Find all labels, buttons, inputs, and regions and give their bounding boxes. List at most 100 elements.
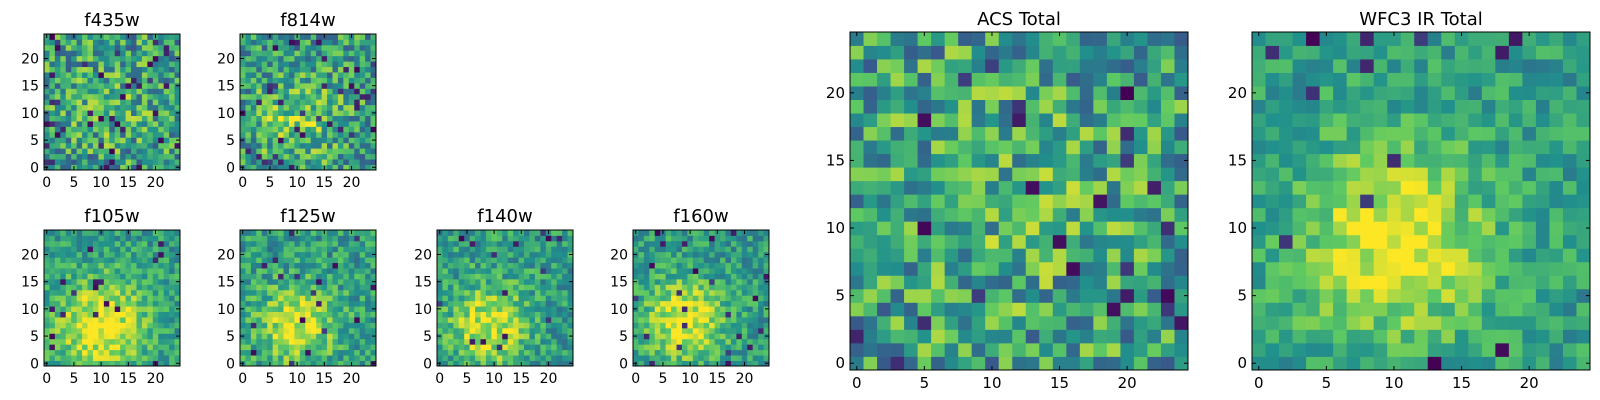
heatmap-cell: [958, 194, 973, 209]
heatmap-cell: [250, 104, 257, 111]
heatmap-cell: [332, 104, 339, 111]
heatmap-cell: [1481, 248, 1496, 263]
heatmap-cell: [1052, 288, 1067, 303]
heatmap-cell: [278, 137, 284, 144]
heatmap-cell: [359, 300, 366, 307]
heatmap-cell: [714, 235, 721, 242]
heatmap-cell: [1508, 180, 1523, 195]
heatmap-cell: [310, 230, 317, 236]
heatmap-cell: [741, 355, 748, 361]
heatmap-cell: [567, 289, 574, 296]
heatmap-cell: [475, 273, 481, 280]
heatmap-cell: [337, 246, 344, 253]
heatmap-cell: [141, 55, 148, 62]
heatmap-cell: [125, 148, 132, 155]
heatmap-cell: [82, 77, 88, 84]
heatmap-cell: [1360, 261, 1375, 276]
heatmap-cell: [529, 278, 536, 285]
x-tick-label: 0: [42, 371, 51, 387]
heatmap-cell: [332, 131, 339, 138]
heatmap-cell: [475, 289, 481, 296]
heatmap-cell: [638, 355, 645, 361]
heatmap-cell: [687, 273, 694, 280]
heatmap-cell: [98, 77, 105, 84]
heatmap-cell: [321, 295, 328, 302]
heatmap-cell: [671, 251, 677, 258]
heatmap-cell: [1039, 126, 1054, 141]
heatmap-cell: [534, 246, 541, 253]
heatmap-cell: [660, 317, 667, 323]
heatmap-cell: [1079, 99, 1094, 114]
heatmap-cell: [534, 273, 541, 280]
heatmap-cell: [267, 72, 274, 78]
heatmap-cell: [665, 360, 672, 367]
heatmap-cell: [692, 262, 699, 269]
y-tick-label: 5: [835, 287, 845, 305]
heatmap-cell: [332, 273, 339, 280]
heatmap-cell: [687, 246, 694, 253]
heatmap-cell: [327, 251, 333, 258]
heatmap-cell: [370, 153, 377, 160]
heatmap-cell: [1360, 315, 1375, 330]
heatmap-cell: [109, 278, 116, 285]
heatmap-cell: [316, 360, 322, 367]
heatmap-cell: [643, 262, 650, 269]
heatmap-cell: [496, 300, 503, 307]
heatmap-cell: [136, 39, 143, 46]
heatmap-cell: [1160, 315, 1175, 330]
heatmap-cell: [316, 322, 322, 329]
heatmap-cell: [556, 306, 563, 312]
heatmap-cell: [534, 317, 541, 323]
heatmap-cell: [65, 164, 72, 171]
heatmap-cell: [365, 142, 371, 149]
heatmap-cell: [1174, 32, 1189, 46]
heatmap-cell: [120, 131, 126, 138]
heatmap-cell: [49, 126, 56, 133]
heatmap-cell: [736, 317, 743, 323]
heatmap-cell: [321, 50, 328, 57]
heatmap-cell: [649, 333, 656, 340]
heatmap-cell: [71, 306, 78, 312]
heatmap-cell: [87, 126, 94, 133]
heatmap-cell: [687, 355, 694, 361]
heatmap-cell: [316, 93, 322, 100]
heatmap-cell: [1133, 302, 1148, 317]
heatmap-cell: [250, 44, 257, 51]
heatmap-cell: [169, 131, 175, 138]
heatmap-cell: [638, 240, 645, 247]
heatmap-cell: [245, 115, 252, 122]
heatmap-cell: [250, 131, 257, 138]
heatmap-cell: [671, 230, 677, 236]
heatmap-cell: [294, 44, 301, 51]
heatmap-cell: [758, 289, 764, 296]
heatmap-cell: [692, 246, 699, 253]
heatmap-cell: [136, 230, 143, 236]
heatmap-cell: [92, 289, 99, 296]
heatmap-cell: [638, 278, 645, 285]
heatmap-cell: [709, 333, 715, 340]
heatmap-cell: [332, 153, 339, 160]
heatmap-cell: [518, 300, 525, 307]
heatmap-cell: [1414, 167, 1429, 182]
heatmap-cell: [147, 153, 154, 160]
heatmap-cell: [60, 159, 67, 165]
heatmap-cell: [103, 115, 110, 122]
heatmap-cell: [917, 32, 932, 46]
heatmap-cell: [261, 115, 268, 122]
heatmap-cell: [529, 300, 536, 307]
heatmap-cell: [103, 148, 110, 155]
heatmap-cell: [638, 333, 645, 340]
heatmap-cell: [758, 284, 764, 291]
heatmap-cell: [507, 360, 514, 367]
heatmap-cell: [103, 322, 110, 329]
heatmap-cell: [1306, 315, 1320, 330]
heatmap-cell: [1576, 261, 1591, 276]
heatmap-cell: [551, 311, 558, 318]
heatmap-cell: [507, 251, 514, 258]
heatmap-cell: [665, 278, 672, 285]
heatmap-cell: [71, 317, 78, 323]
heatmap-cell: [278, 72, 284, 78]
heatmap-cell: [1387, 315, 1402, 330]
heatmap-cell: [1052, 153, 1067, 168]
heatmap-cell: [310, 349, 317, 356]
